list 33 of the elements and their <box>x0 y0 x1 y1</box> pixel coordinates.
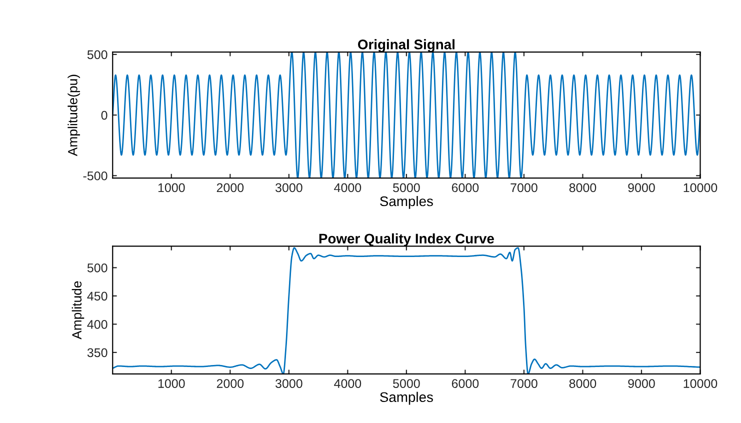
x-tick-label: 7000 <box>510 183 538 192</box>
x-tick-label: 10000 <box>684 379 718 388</box>
chart-title: Power Quality Index Curve <box>319 233 494 246</box>
x-tick-label: 1000 <box>158 183 185 192</box>
x-tick-label: 4000 <box>334 183 362 192</box>
x-tick-label: 4000 <box>334 379 362 388</box>
y-axis-title: Amplitude <box>72 281 84 340</box>
x-tick-label: 7000 <box>510 379 538 388</box>
x-tick-label: 3000 <box>275 379 302 388</box>
x-tick-label: 9000 <box>628 183 655 192</box>
x-tick-label: 8000 <box>569 183 596 192</box>
y-tick-label: 500 <box>87 50 108 60</box>
y-tick-label: -500 <box>83 171 108 180</box>
x-tick-label: 10000 <box>684 183 718 192</box>
y-tick-label: 400 <box>87 320 108 329</box>
x-tick-label: 6000 <box>452 183 479 192</box>
x-tick-label: 5000 <box>393 379 420 388</box>
x-tick-label: 1000 <box>158 379 185 388</box>
x-axis-title: Samples <box>380 196 433 209</box>
y-tick-label: 450 <box>87 292 108 301</box>
x-axis-title: Samples <box>380 392 433 405</box>
x-tick-label: 2000 <box>216 183 244 192</box>
y-tick-label: 0 <box>101 110 108 120</box>
x-tick-label: 9000 <box>628 379 655 388</box>
x-tick-label: 2000 <box>216 379 244 388</box>
x-tick-label: 8000 <box>569 379 596 388</box>
chart-title: Original Signal <box>358 39 454 52</box>
x-tick-label: 3000 <box>275 183 302 192</box>
y-axis-title: Amplitude(pu) <box>68 74 80 156</box>
x-tick-label: 6000 <box>452 379 479 388</box>
y-tick-label: 500 <box>87 263 108 272</box>
y-tick-label: 350 <box>87 348 108 358</box>
x-tick-label: 5000 <box>393 183 420 192</box>
